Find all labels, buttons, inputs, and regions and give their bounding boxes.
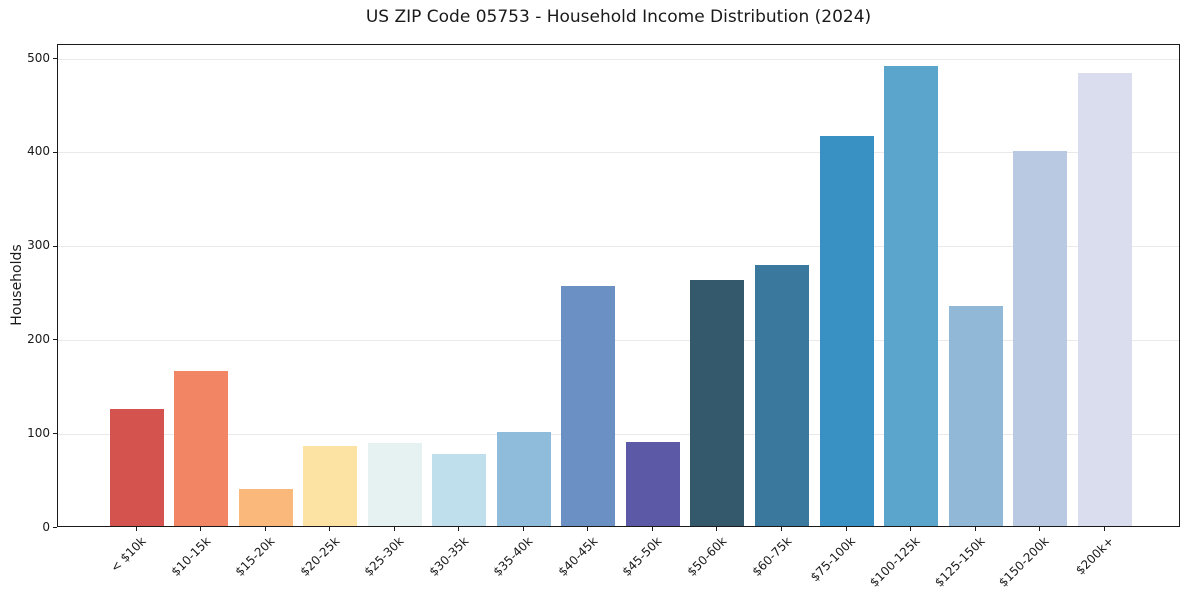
x-tick-mark — [781, 527, 782, 531]
x-tick-mark — [393, 527, 395, 531]
x-tick-mark — [845, 527, 847, 531]
x-tick-mark — [522, 527, 524, 531]
gridline — [58, 339, 1179, 341]
bar-50-60k — [690, 280, 745, 526]
bar-20-25k — [303, 446, 358, 526]
bar-150-200k — [1013, 150, 1068, 526]
plot-area — [57, 44, 1180, 527]
x-tick-label: $125-150k — [931, 534, 988, 590]
bar-200k — [1077, 73, 1132, 526]
x-tick-label: $60-75k — [749, 534, 794, 579]
y-tick-mark — [53, 339, 57, 341]
y-tick-label: 400 — [27, 144, 50, 159]
y-tick-label: 500 — [27, 50, 50, 65]
gridline — [58, 152, 1179, 154]
gridline — [58, 433, 1179, 435]
gridline — [58, 246, 1179, 248]
bar-60-75k — [755, 265, 809, 526]
x-tick-mark — [329, 527, 331, 531]
x-tick-label: $15-20k — [232, 534, 278, 579]
bar-100-125k — [884, 66, 939, 526]
y-tick-label: 300 — [27, 238, 50, 253]
x-tick-label: $40-45k — [555, 534, 601, 579]
x-tick-label: $45-50k — [619, 534, 665, 579]
x-tick-label: $100-125k — [867, 534, 924, 590]
x-tick-label: $30-35k — [426, 534, 472, 579]
bar-75-100k — [819, 135, 874, 526]
y-tick-mark — [53, 527, 57, 528]
x-tick-mark — [135, 527, 137, 531]
x-tick-mark — [1103, 527, 1105, 531]
x-tick-label: $50-60k — [684, 534, 730, 579]
y-tick-mark — [53, 433, 57, 435]
x-tick-label: $20-25k — [297, 534, 343, 579]
x-tick-mark — [910, 527, 912, 531]
y-tick-mark — [53, 151, 57, 153]
bar-15-20k — [238, 488, 293, 526]
bar-45-50k — [625, 441, 680, 526]
x-tick-label: $35-40k — [490, 534, 536, 579]
bar-30-35k — [432, 453, 487, 526]
x-tick-mark — [1039, 527, 1041, 531]
x-tick-label: $75-100k — [808, 534, 859, 585]
x-tick-label: $25-30k — [361, 534, 407, 579]
x-tick-mark — [587, 527, 589, 531]
y-tick-mark — [53, 58, 57, 60]
bar-35-40k — [496, 432, 551, 526]
x-tick-label: < $10k — [107, 534, 149, 575]
y-tick-label: 200 — [27, 331, 50, 346]
x-tick-mark — [716, 527, 718, 531]
x-tick-mark — [974, 527, 976, 531]
x-tick-label: $10-15k — [168, 534, 213, 579]
y-tick-mark — [53, 245, 57, 247]
chart-title: US ZIP Code 05753 - Household Income Dis… — [365, 7, 872, 27]
bar-40-45k — [561, 285, 616, 526]
bar-10k — [109, 408, 164, 526]
x-tick-label: $200k+ — [1073, 534, 1117, 578]
x-tick-mark — [458, 527, 460, 531]
y-tick-label: 100 — [27, 425, 50, 440]
gridline — [58, 58, 1179, 60]
bar-125-150k — [948, 305, 1003, 526]
x-tick-mark — [264, 527, 266, 531]
y-tick-label: 0 — [42, 519, 50, 534]
bar-10-15k — [174, 371, 229, 526]
x-tick-label: $150-200k — [996, 534, 1053, 590]
x-tick-mark — [200, 527, 202, 531]
y-axis-label: Households — [9, 244, 25, 326]
x-tick-mark — [651, 527, 653, 531]
bar-25-30k — [367, 443, 422, 526]
